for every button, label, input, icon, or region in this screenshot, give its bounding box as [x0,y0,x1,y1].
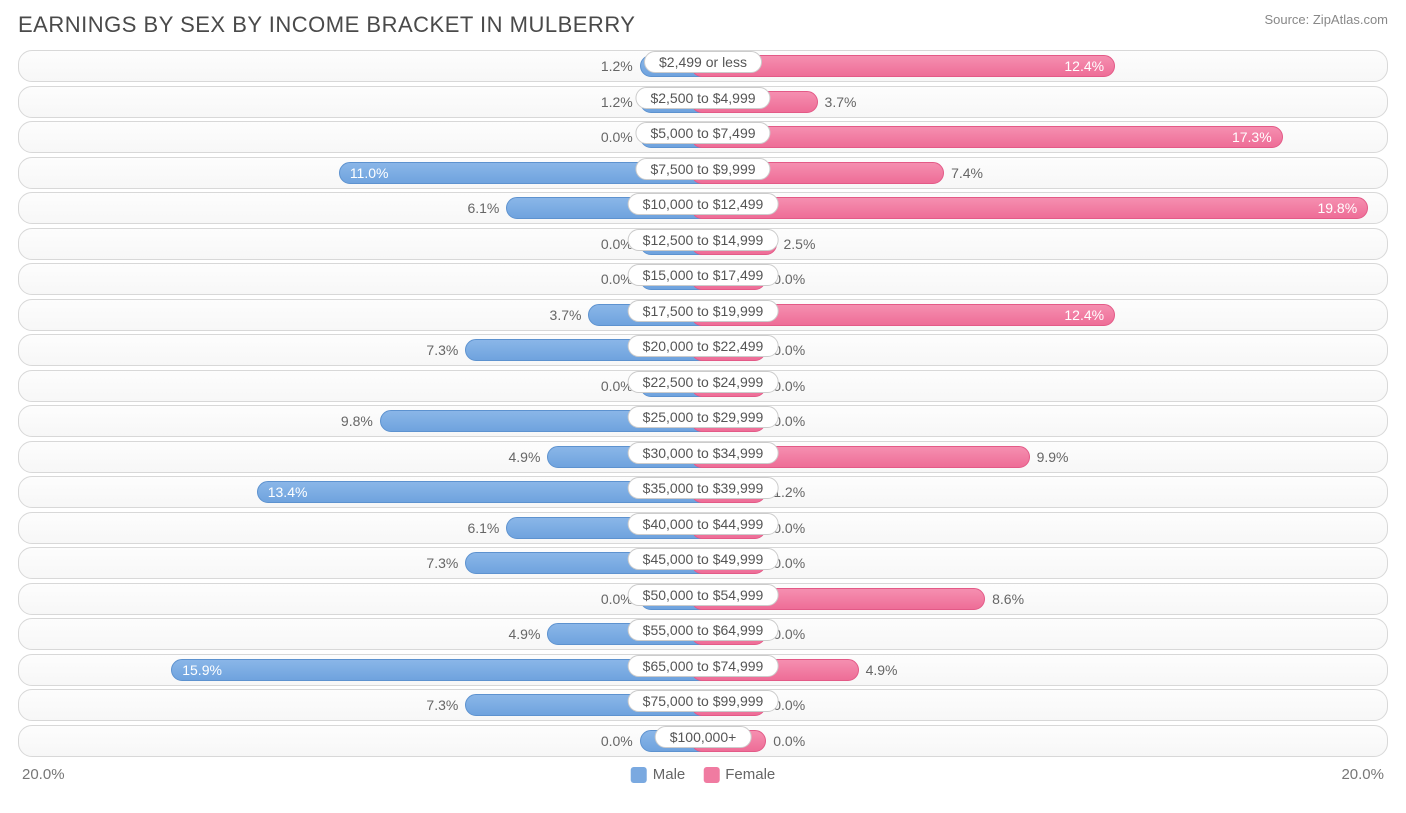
chart-row: 7.3%0.0%$20,000 to $22,499 [18,334,1388,366]
axis-label-left: 20.0% [22,766,65,783]
female-bar: 17.3% [691,126,1283,148]
male-value: 0.0% [601,129,633,145]
legend-female-label: Female [725,766,775,783]
category-label: $65,000 to $74,999 [628,655,779,677]
category-label: $2,500 to $4,999 [635,87,770,109]
male-value: 6.1% [467,520,499,536]
male-value: 11.0% [350,165,389,181]
category-label: $17,500 to $19,999 [628,300,779,322]
chart-row: 13.4%1.2%$35,000 to $39,999 [18,476,1388,508]
chart-row: 9.8%0.0%$25,000 to $29,999 [18,405,1388,437]
female-value: 2.5% [784,236,816,252]
chart-row: 0.0% 17.3% $5,000 to $7,499 [18,121,1388,153]
chart-row: 0.0%0.0%$22,500 to $24,999 [18,370,1388,402]
chart-row: 7.3%0.0%$75,000 to $99,999 [18,689,1388,721]
category-label: $10,000 to $12,499 [628,193,779,215]
chart-row: 1.2% 3.7% $2,500 to $4,999 [18,86,1388,118]
category-label: $25,000 to $29,999 [628,406,779,428]
axis-label-right: 20.0% [1341,766,1384,783]
male-value: 9.8% [341,413,373,429]
chart-row: 15.9% 4.9% $65,000 to $74,999 [18,654,1388,686]
male-swatch [631,767,647,783]
category-label: $2,499 or less [644,51,762,73]
male-value: 4.9% [509,626,541,642]
category-label: $20,000 to $22,499 [628,335,779,357]
male-value: 13.4% [268,484,308,500]
female-value: 17.3% [1232,129,1272,145]
chart-row: 1.2% 12.4% $2,499 or less [18,50,1388,82]
male-value: 7.3% [426,697,458,713]
female-value: 19.8% [1317,200,1357,216]
category-label: $5,000 to $7,499 [635,122,770,144]
category-label: $55,000 to $64,999 [628,619,779,641]
legend-male: Male [631,766,686,783]
male-value: 7.3% [426,555,458,571]
female-value: 12.4% [1064,58,1104,74]
chart-row: 0.0%0.0%$15,000 to $17,499 [18,263,1388,295]
female-value: 12.4% [1064,307,1104,323]
female-value: 7.4% [951,165,983,181]
category-label: $45,000 to $49,999 [628,548,779,570]
category-label: $50,000 to $54,999 [628,584,779,606]
legend-female: Female [703,766,775,783]
male-value: 7.3% [426,342,458,358]
chart-row: 7.3%0.0%$45,000 to $49,999 [18,547,1388,579]
category-label: $35,000 to $39,999 [628,477,779,499]
chart-row: 6.1% 19.8% $10,000 to $12,499 [18,192,1388,224]
female-swatch [703,767,719,783]
chart-row: 4.9% 9.9% $30,000 to $34,999 [18,441,1388,473]
chart-row: 0.0%2.5%$12,500 to $14,999 [18,228,1388,260]
male-value: 3.7% [550,307,582,323]
category-label: $12,500 to $14,999 [628,229,779,251]
chart-row: 4.9%0.0%$55,000 to $64,999 [18,618,1388,650]
category-label: $40,000 to $44,999 [628,513,779,535]
male-value: 0.0% [601,733,633,749]
male-value: 15.9% [182,662,222,678]
category-label: $75,000 to $99,999 [628,690,779,712]
male-value: 1.2% [601,94,633,110]
chart-legend: Male Female [631,766,776,783]
category-label: $22,500 to $24,999 [628,371,779,393]
earnings-chart: 1.2% 12.4% $2,499 or less 1.2% 3.7% $2,500 to… [18,50,1388,757]
legend-male-label: Male [653,766,686,783]
chart-title: EARNINGS BY SEX BY INCOME BRACKET IN MUL… [18,12,635,38]
female-value: 9.9% [1037,449,1069,465]
category-label: $30,000 to $34,999 [628,442,779,464]
male-value: 6.1% [467,200,499,216]
category-label: $100,000+ [655,726,752,748]
male-value: 4.9% [509,449,541,465]
female-value: 3.7% [825,94,857,110]
source-attribution: Source: ZipAtlas.com [1264,12,1388,27]
chart-row: 6.1%0.0%$40,000 to $44,999 [18,512,1388,544]
male-value: 1.2% [601,58,633,74]
chart-row: 11.0% 7.4% $7,500 to $9,999 [18,157,1388,189]
category-label: $7,500 to $9,999 [635,158,770,180]
female-value: 0.0% [773,733,805,749]
female-value: 4.9% [866,662,898,678]
female-bar: 19.8% [691,197,1368,219]
category-label: $15,000 to $17,499 [628,264,779,286]
chart-row: 3.7% 12.4% $17,500 to $19,999 [18,299,1388,331]
female-value: 8.6% [992,591,1024,607]
chart-row: 0.0% 0.0% $100,000+ [18,725,1388,757]
chart-row: 0.0%8.6%$50,000 to $54,999 [18,583,1388,615]
